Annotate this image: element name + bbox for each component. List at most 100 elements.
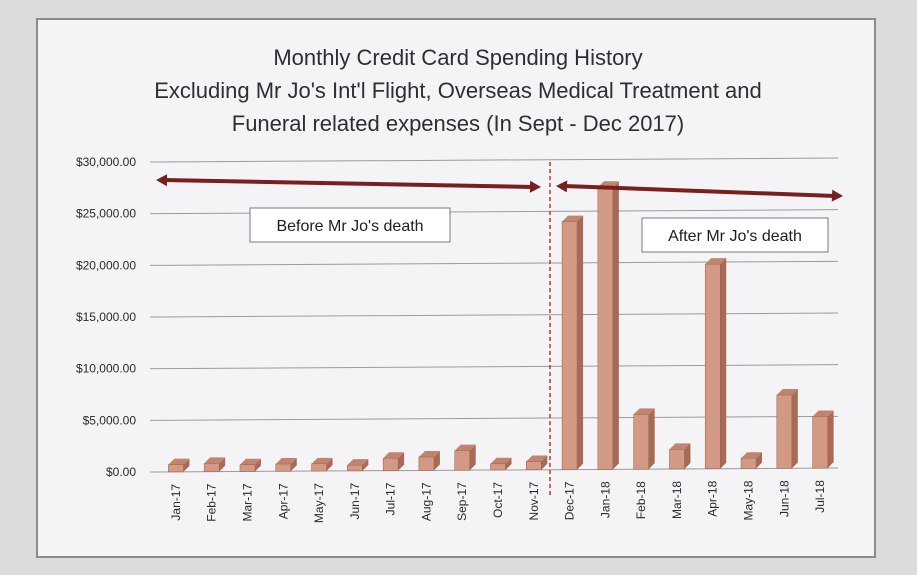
bar-side xyxy=(326,457,333,472)
before-label-box xyxy=(249,207,451,243)
arrowhead-left xyxy=(556,180,568,193)
bar-front xyxy=(812,416,828,469)
arrowhead-left xyxy=(156,174,168,187)
after-label-box xyxy=(641,217,829,253)
y-axis-ticks: $0.00 $5,000.00 $10,000.00 $15,000.00 $20,00… xyxy=(76,155,136,479)
bar-top xyxy=(776,388,798,395)
bar-side xyxy=(541,455,548,470)
x-tick-label: May-17 xyxy=(312,483,326,523)
y-tick-label: $30,000.00 xyxy=(76,155,136,169)
bar-side xyxy=(290,458,297,472)
bar-front xyxy=(526,461,542,471)
y-tick-label: $25,000.00 xyxy=(76,207,136,221)
bar-top xyxy=(168,458,190,465)
arrow-shaft xyxy=(163,178,534,189)
y-tick-label: $0.00 xyxy=(106,465,136,479)
bar-Jun-17 xyxy=(347,459,369,472)
bar-front xyxy=(704,263,721,469)
x-tick-label: Jan-17 xyxy=(169,484,183,521)
gridline xyxy=(157,260,839,266)
bar-Jan-18 xyxy=(597,181,619,470)
bar-Mar-18 xyxy=(669,443,691,470)
before-arrow xyxy=(156,174,541,193)
chart-frame: Monthly Credit Card Spending History Exc… xyxy=(36,18,876,558)
bar-top xyxy=(741,452,763,459)
after-arrow xyxy=(556,180,843,202)
x-tick-label: Apr-17 xyxy=(276,483,290,519)
bar-top xyxy=(204,457,226,464)
y-tick-label: $20,000.00 xyxy=(76,258,136,272)
bars xyxy=(168,181,834,473)
bar-chart: Monthly Credit Card Spending History Exc… xyxy=(76,45,843,523)
x-tick-label: Aug-17 xyxy=(419,482,433,521)
x-tick-label: Jul-18 xyxy=(813,480,827,513)
bar-front xyxy=(776,394,793,469)
gridline xyxy=(157,157,839,163)
bar-top xyxy=(705,258,727,265)
bar-top xyxy=(275,458,297,465)
bar-Nov-17 xyxy=(526,455,548,471)
x-tick-label: Jan-18 xyxy=(598,481,612,518)
bar-front xyxy=(168,464,184,473)
y-tick-label: $5,000.00 xyxy=(83,413,137,427)
x-tick-label: Apr-18 xyxy=(706,480,720,516)
x-tick-label: Sep-17 xyxy=(455,482,469,521)
gridlines xyxy=(150,157,839,473)
bar-side xyxy=(577,215,584,470)
bar-side xyxy=(398,452,405,471)
y-tick-label: $15,000.00 xyxy=(76,310,136,324)
bar-side xyxy=(612,181,619,470)
bar-front xyxy=(418,456,435,471)
bar-front xyxy=(669,449,685,470)
x-tick-label: Jun-17 xyxy=(348,483,362,520)
arrow-shaft xyxy=(563,184,836,198)
bar-top xyxy=(347,459,369,466)
bar-front xyxy=(490,463,506,471)
x-tick-label: Jun-18 xyxy=(777,480,791,517)
bar-side xyxy=(469,444,476,471)
bar-side xyxy=(505,457,512,470)
x-tick-label: Mar-18 xyxy=(670,481,684,519)
bar-side xyxy=(433,450,440,471)
bar-side xyxy=(791,388,798,469)
bar-front xyxy=(633,414,649,470)
title-line-3: Funeral related expenses (In Sept - Dec … xyxy=(232,111,684,136)
bar-front xyxy=(239,464,256,472)
bar-front xyxy=(203,463,220,472)
x-tick-label: Mar-17 xyxy=(240,483,254,521)
bar-Apr-17 xyxy=(275,458,297,472)
title-line-2: Excluding Mr Jo's Int'l Flight, Overseas… xyxy=(154,78,762,103)
bar-side xyxy=(827,410,834,469)
x-tick-label: Feb-18 xyxy=(634,481,648,519)
bar-Mar-17 xyxy=(239,458,261,472)
bar-side xyxy=(362,459,369,471)
bar-top xyxy=(311,457,333,464)
bar-front xyxy=(382,457,399,471)
bar-side xyxy=(648,408,655,470)
bar-top xyxy=(562,215,584,222)
bar-front xyxy=(347,464,363,472)
bar-Aug-17 xyxy=(418,450,440,471)
bar-Sep-17 xyxy=(454,444,476,471)
gridline xyxy=(157,364,839,370)
bar-Feb-17 xyxy=(203,457,226,472)
bar-Jan-17 xyxy=(168,458,190,473)
gridline xyxy=(157,415,839,421)
after-label: After Mr Jo's death xyxy=(668,228,802,245)
x-tick-label: Oct-17 xyxy=(491,482,505,518)
bar-front xyxy=(275,463,292,472)
bar-top xyxy=(490,457,512,464)
bar-Apr-18 xyxy=(704,258,727,469)
x-tick-label: May-18 xyxy=(742,480,756,520)
gridline xyxy=(157,312,839,318)
bar-front xyxy=(740,457,757,469)
bar-side xyxy=(684,443,691,469)
title-line-1: Monthly Credit Card Spending History xyxy=(273,45,642,70)
chart-title: Monthly Credit Card Spending History Exc… xyxy=(154,45,762,136)
bar-side xyxy=(219,457,226,472)
x-tick-label: Feb-17 xyxy=(205,483,219,521)
annotations: Before Mr Jo's death After Mr Jo's death xyxy=(156,162,843,495)
bar-Dec-17 xyxy=(561,215,584,470)
arrowhead-right xyxy=(529,180,541,193)
bar-Jun-18 xyxy=(776,388,798,469)
